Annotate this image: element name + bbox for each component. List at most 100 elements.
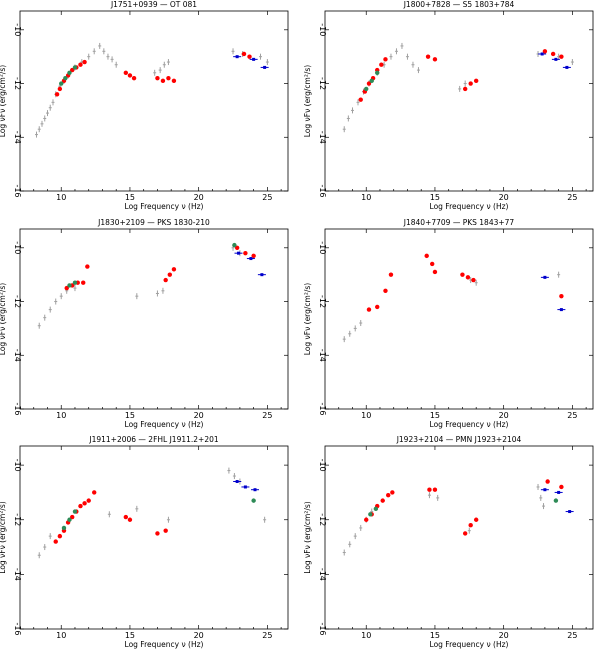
x-tick-label: 25 <box>262 411 272 420</box>
data-point <box>553 498 559 503</box>
data-point <box>559 308 563 312</box>
data-point <box>234 245 240 251</box>
data-point <box>251 253 256 259</box>
data-point <box>543 275 547 279</box>
data-point <box>247 54 252 59</box>
data-point <box>559 293 564 299</box>
data-point <box>123 514 129 520</box>
plot-frame <box>19 228 289 410</box>
data-point <box>263 65 267 69</box>
y-tick-label: -16 <box>318 622 327 635</box>
data-point <box>427 487 432 492</box>
data-point <box>163 528 168 533</box>
y-tick-label: -12 <box>13 295 22 308</box>
data-point <box>155 75 160 81</box>
data-point <box>253 488 257 492</box>
data-point <box>167 272 173 277</box>
x-axis-label: Log Frequency ν (Hz) <box>430 420 509 429</box>
y-tick-label: -10 <box>13 23 22 36</box>
data-point <box>82 59 87 65</box>
plot-frame <box>19 445 289 630</box>
data-point <box>123 70 129 75</box>
data-point <box>473 78 479 84</box>
data-point <box>61 525 67 531</box>
y-tick-label: -10 <box>318 23 327 36</box>
sed-panel-3: J1830+2109 — PKS 1830-210 10 15 20 25 -10 -12 -… <box>0 218 289 429</box>
data-point <box>53 539 58 544</box>
x-tick-label: 15 <box>125 631 135 640</box>
data-point <box>81 280 86 285</box>
data-point <box>388 272 394 277</box>
y-axis-label: Log νFν (erg/cm²/s) <box>303 283 312 356</box>
y-tick-label: -10 <box>318 241 327 254</box>
data-point <box>67 283 72 288</box>
data-point <box>383 57 388 62</box>
y-tick-label: -14 <box>318 131 327 144</box>
y-tick-label: -16 <box>13 184 22 197</box>
data-point <box>465 275 471 280</box>
data-point <box>460 272 465 277</box>
data-point <box>425 54 431 59</box>
plot-frame <box>324 10 594 192</box>
y-tick-label: -16 <box>318 184 327 197</box>
y-axis-label: Log νFν (erg/cm²/s) <box>303 65 312 138</box>
data-point <box>127 517 133 522</box>
x-tick-label: 25 <box>262 631 272 640</box>
data-point <box>155 531 160 536</box>
x-tick-label: 15 <box>430 193 440 202</box>
data-point <box>424 253 429 259</box>
data-point <box>550 51 556 57</box>
data-point <box>251 498 256 503</box>
data-point <box>559 54 564 59</box>
data-point <box>85 264 90 269</box>
series-red <box>364 479 564 536</box>
series-red <box>53 490 168 544</box>
data-point <box>380 498 385 503</box>
x-axis-label: Log Frequency ν (Hz) <box>430 640 509 649</box>
plot-frame <box>324 228 594 410</box>
data-point <box>373 506 379 512</box>
data-point <box>70 67 75 73</box>
data-point <box>57 533 63 539</box>
series-green <box>67 242 237 288</box>
sed-panel-6: J1923+2104 — PMN J1923+2104 10 15 20 25 -10 -1… <box>303 435 594 649</box>
data-point <box>78 62 83 67</box>
data-point <box>364 517 369 522</box>
plot-frame <box>19 10 289 192</box>
data-point <box>565 65 569 69</box>
series-archival <box>342 483 546 556</box>
series-green <box>364 70 380 92</box>
sed-panel-5: J1911+2006 — 2FHL J1911.2+201 10 15 20 25 -10… <box>0 435 289 649</box>
data-point <box>232 242 237 248</box>
data-point <box>568 510 572 514</box>
x-tick-label: 15 <box>125 411 135 420</box>
data-point <box>375 70 380 75</box>
x-tick-label: 10 <box>56 631 66 640</box>
data-point <box>252 57 256 61</box>
data-point <box>127 73 133 78</box>
data-point <box>166 75 171 81</box>
x-tick-label: 20 <box>499 631 509 640</box>
x-tick-label: 25 <box>567 193 577 202</box>
x-tick-label: 25 <box>567 631 577 640</box>
y-tick-label: -12 <box>318 295 327 308</box>
data-point <box>243 485 247 489</box>
x-axis-label: Log Frequency ν (Hz) <box>125 420 204 429</box>
data-point <box>554 57 558 61</box>
data-point <box>92 490 97 495</box>
data-point <box>545 479 550 484</box>
data-point <box>241 51 247 57</box>
data-point <box>237 251 241 255</box>
x-tick-label: 10 <box>361 631 371 640</box>
chart-title: J1800+7828 — S5 1803+784 <box>403 0 515 9</box>
y-axis-label: Log νFν (erg/cm²/s) <box>0 283 7 356</box>
series-blue <box>540 488 574 514</box>
data-point <box>375 304 380 310</box>
data-point <box>86 498 91 503</box>
data-point <box>390 490 395 495</box>
x-tick-label: 10 <box>56 411 66 420</box>
x-tick-label: 25 <box>262 193 272 202</box>
series-green <box>368 498 559 517</box>
y-tick-label: -10 <box>318 459 327 472</box>
